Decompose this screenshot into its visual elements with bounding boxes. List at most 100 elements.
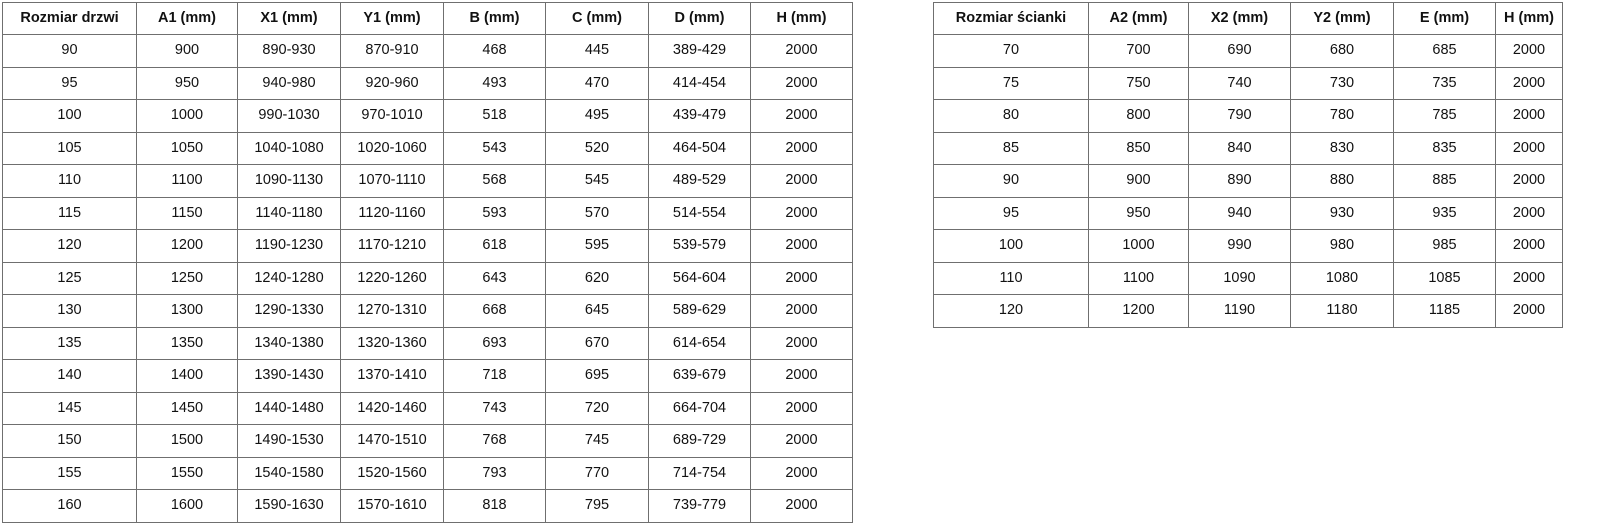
column-header: A1 (mm) <box>136 2 238 35</box>
row-label-cell: 120 <box>933 294 1089 328</box>
column-header: H (mm) <box>750 2 853 35</box>
column-header: Rozmiar ścianki <box>933 2 1089 35</box>
table-cell: 718 <box>443 359 546 393</box>
table-cell: 489-529 <box>648 164 751 198</box>
table-row: 95 950 940 930 935 2000 <box>933 196 1563 230</box>
table-cell: 739-779 <box>648 489 751 523</box>
table-row: 100 1000 990 980 985 2000 <box>933 229 1563 263</box>
table-row: 145 1450 1440-1480 1420-1460 743 720 664-704 20… <box>2 391 853 425</box>
table-cell: 1600 <box>136 489 238 523</box>
table-cell: 593 <box>443 196 546 230</box>
table-cell: 980 <box>1290 229 1394 263</box>
table-cell: 950 <box>1088 196 1189 230</box>
row-label-cell: 110 <box>933 261 1089 295</box>
table-cell: 970-1010 <box>340 99 444 133</box>
table-cell: 990 <box>1188 229 1291 263</box>
column-header: X2 (mm) <box>1188 2 1291 35</box>
row-label-cell: 115 <box>2 196 137 230</box>
table-cell: 2000 <box>1495 196 1563 230</box>
table-cell: 2000 <box>750 294 853 328</box>
row-label-cell: 95 <box>933 196 1089 230</box>
table-cell: 2000 <box>750 391 853 425</box>
table-cell: 850 <box>1088 131 1189 165</box>
table-cell: 885 <box>1393 164 1496 198</box>
table-cell: 1420-1460 <box>340 391 444 425</box>
table-row: 70 700 690 680 685 2000 <box>933 34 1563 68</box>
table-cell: 1185 <box>1393 294 1496 328</box>
table-cell: 614-654 <box>648 326 751 360</box>
table-cell: 2000 <box>750 131 853 165</box>
table-cell: 2000 <box>1495 66 1563 100</box>
column-header: C (mm) <box>545 2 649 35</box>
table-cell: 750 <box>1088 66 1189 100</box>
table-row: 115 1150 1140-1180 1120-1160 593 570 514-554 20… <box>2 196 853 230</box>
table-cell: 2000 <box>750 164 853 198</box>
table-cell: 743 <box>443 391 546 425</box>
table-cell: 1050 <box>136 131 238 165</box>
table-row: 120 1200 1190 1180 1185 2000 <box>933 294 1563 328</box>
table-cell: 1100 <box>1088 261 1189 295</box>
table-cell: 690 <box>1188 34 1291 68</box>
table-cell: 2000 <box>750 326 853 360</box>
table-cell: 793 <box>443 456 546 490</box>
table-row: 155 1550 1540-1580 1520-1560 793 770 714-754 20… <box>2 456 853 490</box>
table-cell: 589-629 <box>648 294 751 328</box>
table-cell: 735 <box>1393 66 1496 100</box>
table-row: 105 1050 1040-1080 1020-1060 543 520 464-504 20… <box>2 131 853 165</box>
table-cell: 1040-1080 <box>237 131 341 165</box>
table-cell: 689-729 <box>648 424 751 458</box>
table-cell: 800 <box>1088 99 1189 133</box>
table-cell: 543 <box>443 131 546 165</box>
table-cell: 2000 <box>1495 99 1563 133</box>
table-cell: 1200 <box>136 229 238 263</box>
door-table-body: 90 900 890-930 870-910 468 445 389-429 2000 95 95… <box>2 34 853 523</box>
table-cell: 1080 <box>1290 261 1394 295</box>
table-cell: 1350 <box>136 326 238 360</box>
table-cell: 2000 <box>1495 294 1563 328</box>
table-row: 160 1600 1590-1630 1570-1610 818 795 739-779 20… <box>2 489 853 523</box>
table-cell: 1200 <box>1088 294 1189 328</box>
table-row: 120 1200 1190-1230 1170-1210 618 595 539-579 20… <box>2 229 853 263</box>
table-cell: 2000 <box>750 489 853 523</box>
table-cell: 618 <box>443 229 546 263</box>
table-cell: 1000 <box>1088 229 1189 263</box>
table-cell: 643 <box>443 261 546 295</box>
table-cell: 2000 <box>750 424 853 458</box>
table-cell: 1440-1480 <box>237 391 341 425</box>
table-cell: 950 <box>136 66 238 100</box>
table-cell: 520 <box>545 131 649 165</box>
table-cell: 685 <box>1393 34 1496 68</box>
table-cell: 2000 <box>1495 229 1563 263</box>
wall-table-header-row: Rozmiar ścianki A2 (mm) X2 (mm) Y2 (mm) E (m… <box>933 2 1563 35</box>
table-cell: 495 <box>545 99 649 133</box>
table-cell: 545 <box>545 164 649 198</box>
table-cell: 2000 <box>750 261 853 295</box>
row-label-cell: 160 <box>2 489 137 523</box>
wall-panel-dimension-table: Rozmiar ścianki A2 (mm) X2 (mm) Y2 (mm) E (m… <box>933 2 1563 328</box>
table-cell: 1540-1580 <box>237 456 341 490</box>
table-cell: 990-1030 <box>237 99 341 133</box>
table-cell: 2000 <box>1495 34 1563 68</box>
table-cell: 830 <box>1290 131 1394 165</box>
table-cell: 1320-1360 <box>340 326 444 360</box>
table-cell: 1085 <box>1393 261 1496 295</box>
table-cell: 668 <box>443 294 546 328</box>
table-cell: 1190 <box>1188 294 1291 328</box>
table-cell: 880 <box>1290 164 1394 198</box>
table-cell: 890 <box>1188 164 1291 198</box>
table-cell: 2000 <box>750 66 853 100</box>
table-cell: 595 <box>545 229 649 263</box>
column-header: Y2 (mm) <box>1290 2 1394 35</box>
table-cell: 1220-1260 <box>340 261 444 295</box>
table-cell: 620 <box>545 261 649 295</box>
table-cell: 1370-1410 <box>340 359 444 393</box>
table-cell: 840 <box>1188 131 1291 165</box>
table-cell: 2000 <box>750 456 853 490</box>
table-row: 75 750 740 730 735 2000 <box>933 66 1563 100</box>
column-header: H (mm) <box>1495 2 1563 35</box>
table-cell: 770 <box>545 456 649 490</box>
table-cell: 730 <box>1290 66 1394 100</box>
table-row: 110 1100 1090 1080 1085 2000 <box>933 261 1563 295</box>
wall-table-head: Rozmiar ścianki A2 (mm) X2 (mm) Y2 (mm) E (m… <box>933 2 1563 35</box>
